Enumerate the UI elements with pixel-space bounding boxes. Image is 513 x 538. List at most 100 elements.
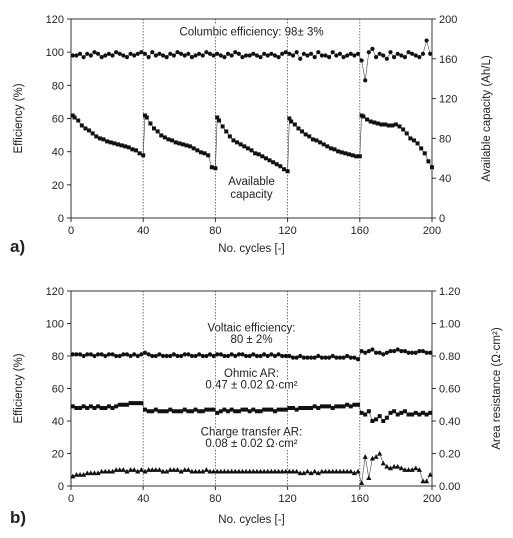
panel-a-annotation-1: Available — [228, 176, 274, 188]
panel-b-series-0-point — [298, 353, 303, 359]
panel-b-series-0-point — [103, 353, 108, 359]
panel-a-series-0-point — [179, 51, 184, 56]
panel-a-series-0-point — [258, 55, 263, 60]
panel-b-y-tick-label: 100 — [46, 319, 64, 331]
panel-b-series-1-point — [319, 404, 324, 409]
panel-a-series-0-point — [193, 53, 198, 58]
panel-b-series-0-point — [348, 355, 353, 360]
panel-b-series-2-point — [330, 468, 336, 474]
panel-a-series-0-point — [301, 51, 306, 56]
panel-b-series-1-point — [189, 409, 194, 414]
panel-a-series-1-point — [278, 164, 283, 169]
panel-b-series-0-point — [81, 353, 86, 359]
panel-a-series-0-point — [337, 51, 343, 56]
panel-a-series-1-point — [368, 119, 373, 124]
panel-a-series-0-point — [233, 50, 238, 55]
panel-b-series-1-point — [222, 407, 227, 412]
panel-b-series-2-point — [95, 470, 101, 476]
panel-b-series-0-point — [269, 352, 274, 357]
panel-b-series-0-point — [193, 353, 198, 359]
panel-a-series-1-point — [105, 139, 110, 144]
panel-a-series-0-point — [355, 51, 361, 56]
panel-b-series-0-point — [215, 352, 220, 357]
panel-b-series-2-point — [77, 472, 83, 477]
panel-b-series-2-point — [142, 468, 148, 474]
panel-a-series-1-point — [245, 146, 250, 151]
panel-a-series-1-point — [162, 135, 167, 140]
panel-b-series-2-point — [106, 468, 112, 474]
panel-b-x-tick-label: 80 — [209, 493, 221, 505]
panel-b-series-1-point — [359, 410, 364, 415]
panel-b-series-1-point — [207, 407, 212, 412]
panel-b-y2-tick-label: 0.60 — [439, 384, 460, 396]
panel-b-annotation-0: Voltaic efficiency: — [207, 323, 295, 335]
panel-b-series-2-point — [250, 468, 256, 474]
panel-b-series-1-point — [374, 417, 379, 422]
panel-a-series-1-point — [115, 142, 120, 147]
panel-b-y-tick-label: 120 — [46, 286, 64, 298]
panel-b-series-0-point — [402, 349, 408, 354]
panel-a-series-1-point — [357, 154, 362, 159]
panel-b-series-1-point — [70, 404, 75, 409]
panel-a-series-0-point — [330, 50, 335, 55]
panel-a-series-0-point — [334, 53, 339, 58]
panel-b-series-0-point — [399, 349, 404, 354]
panel-b-series-2-point — [182, 467, 188, 472]
panel-b-series-2-point — [402, 467, 408, 472]
panel-b-series-2-point — [99, 468, 105, 474]
panel-b-series-2-point — [178, 468, 184, 474]
panel-a-series-0-point — [103, 53, 108, 58]
panel-a-series-0-point — [85, 51, 90, 56]
panel-a-series-0-point — [251, 51, 256, 56]
panel-b-series-1-point — [175, 409, 180, 414]
panel-a-y-tick-label: 20 — [52, 180, 64, 192]
panel-a-series-0-point — [211, 53, 216, 58]
panel-b-series-2-point — [265, 468, 271, 474]
panel-b-series-1-point — [424, 412, 429, 417]
panel-b-series-1-point — [272, 409, 277, 414]
panel-b-series-1-point — [337, 404, 342, 409]
panel-b-series-1-point — [352, 402, 357, 407]
panel-a-y-tick-label: 80 — [52, 80, 64, 92]
panel-b-series-2-point — [236, 468, 242, 474]
panel-b-series-0-point — [294, 355, 299, 360]
panel-a-y2-tick-label: 160 — [439, 54, 457, 66]
panel-a-series-1-point — [87, 128, 92, 133]
panel-b-x-axis-label: No. cycles [-] — [218, 514, 284, 526]
panel-a-series-1-point — [332, 147, 337, 152]
panel-a-series-0-point — [381, 53, 386, 58]
panel-a-series-0-point — [117, 51, 122, 56]
panel-a-series-0-point — [428, 51, 433, 56]
panel-b-series-0-point — [287, 353, 292, 359]
panel-a-series-0-point — [218, 53, 223, 58]
panel-a-series-0-point — [157, 51, 162, 56]
panel-a-series-0-point — [265, 53, 270, 58]
panel-a-series-1-point — [235, 140, 240, 145]
panel-b-series-0-point — [139, 352, 144, 357]
panel-b-series-1-point — [182, 407, 187, 412]
panel-b-series-2-point — [416, 467, 422, 472]
panel-a-series-0-point — [175, 50, 180, 55]
panel-b-series-1-point — [384, 415, 389, 420]
panel-b-series-0-point — [218, 352, 223, 357]
panel-b-series-2-point — [290, 468, 296, 474]
panel-a-series-0-point — [77, 51, 83, 56]
panel-b-series-1-point — [287, 406, 292, 410]
panel-a-series-0-point — [345, 53, 350, 58]
panel-b-series-1-point — [117, 402, 122, 407]
panel-a-series-1-point — [274, 162, 279, 167]
panel-b-series-1-point — [305, 406, 310, 410]
panel-a-series-0-point — [366, 50, 371, 55]
panel-b-series-2-point — [384, 463, 390, 469]
panel-b-series-2-point — [275, 468, 282, 474]
panel-b-series-1-point — [229, 407, 234, 412]
panel-a-series-0-point — [124, 55, 130, 60]
panel-b-series-1-point — [153, 407, 158, 412]
panel-b-series-1-point — [168, 407, 173, 412]
panel-b-series-2-point — [164, 468, 170, 474]
panel-a-x-tick-label: 0 — [68, 225, 74, 237]
panel-a-series-1-point — [390, 123, 395, 128]
panel-a-series-0-point — [142, 51, 148, 56]
panel-b-series-1-point — [81, 404, 86, 409]
panel-b-series-0-point — [308, 355, 314, 360]
